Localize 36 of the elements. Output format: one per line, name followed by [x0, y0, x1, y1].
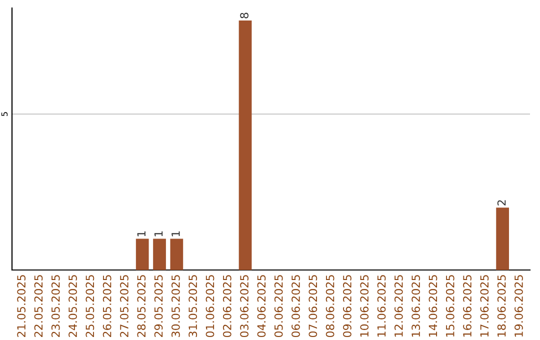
x-tick-label: 19.06.2025 [514, 275, 523, 337]
x-tick-label: 12.06.2025 [394, 275, 403, 337]
x-tick-label: 09.06.2025 [343, 275, 352, 338]
x-tick-label: 05.06.2025 [274, 275, 283, 338]
x-tick-label: 13.06.2025 [412, 275, 420, 337]
x-tick-label: 28.05.2025 [137, 275, 146, 337]
data-label: 1 [154, 231, 163, 236]
x-tick-label: 06.06.2025 [292, 275, 300, 338]
x-tick-label: 01.06.2025 [206, 275, 214, 338]
data-label: 1 [172, 231, 180, 236]
x-tick-label: 22.05.2025 [34, 275, 43, 337]
x-tick-label: 14.06.2025 [428, 275, 438, 337]
x-tick-label: 16.06.2025 [463, 275, 472, 337]
x-tick-label: 29.05.2025 [154, 275, 163, 337]
data-label: 1 [137, 231, 146, 236]
x-tick-label: 31.05.2025 [188, 275, 198, 337]
y-tick-label: 5 [1, 112, 8, 116]
x-tick-label: 26.05.2025 [102, 275, 112, 337]
x-tick-label: 08.06.2025 [326, 275, 334, 338]
x-tick-label: 15.06.2025 [446, 275, 454, 337]
x-tick-label: 17.06.2025 [480, 275, 489, 337]
x-tick-label: 04.06.2025 [257, 275, 266, 338]
x-tick-label: 30.05.2025 [171, 275, 180, 337]
x-tick-label: 03.06.2025 [240, 275, 248, 338]
x-tick-label: 24.05.2025 [68, 275, 77, 337]
x-tick-label: 27.05.2025 [120, 275, 128, 337]
x-tick-label: 11.06.2025 [377, 275, 386, 337]
x-tick-label: 10.06.2025 [360, 275, 369, 337]
x-tick-label: 21.05.2025 [17, 275, 26, 337]
data-label: 8 [240, 12, 248, 18]
x-tick-label: 02.06.2025 [222, 275, 232, 338]
data-label: 2 [497, 200, 506, 206]
x-tick-label: 07.06.2025 [308, 275, 318, 338]
x-tick-label: 18.06.2025 [497, 275, 506, 337]
x-tick-label: 23.05.2025 [51, 275, 60, 337]
x-tick-label: 25.05.2025 [86, 275, 94, 337]
